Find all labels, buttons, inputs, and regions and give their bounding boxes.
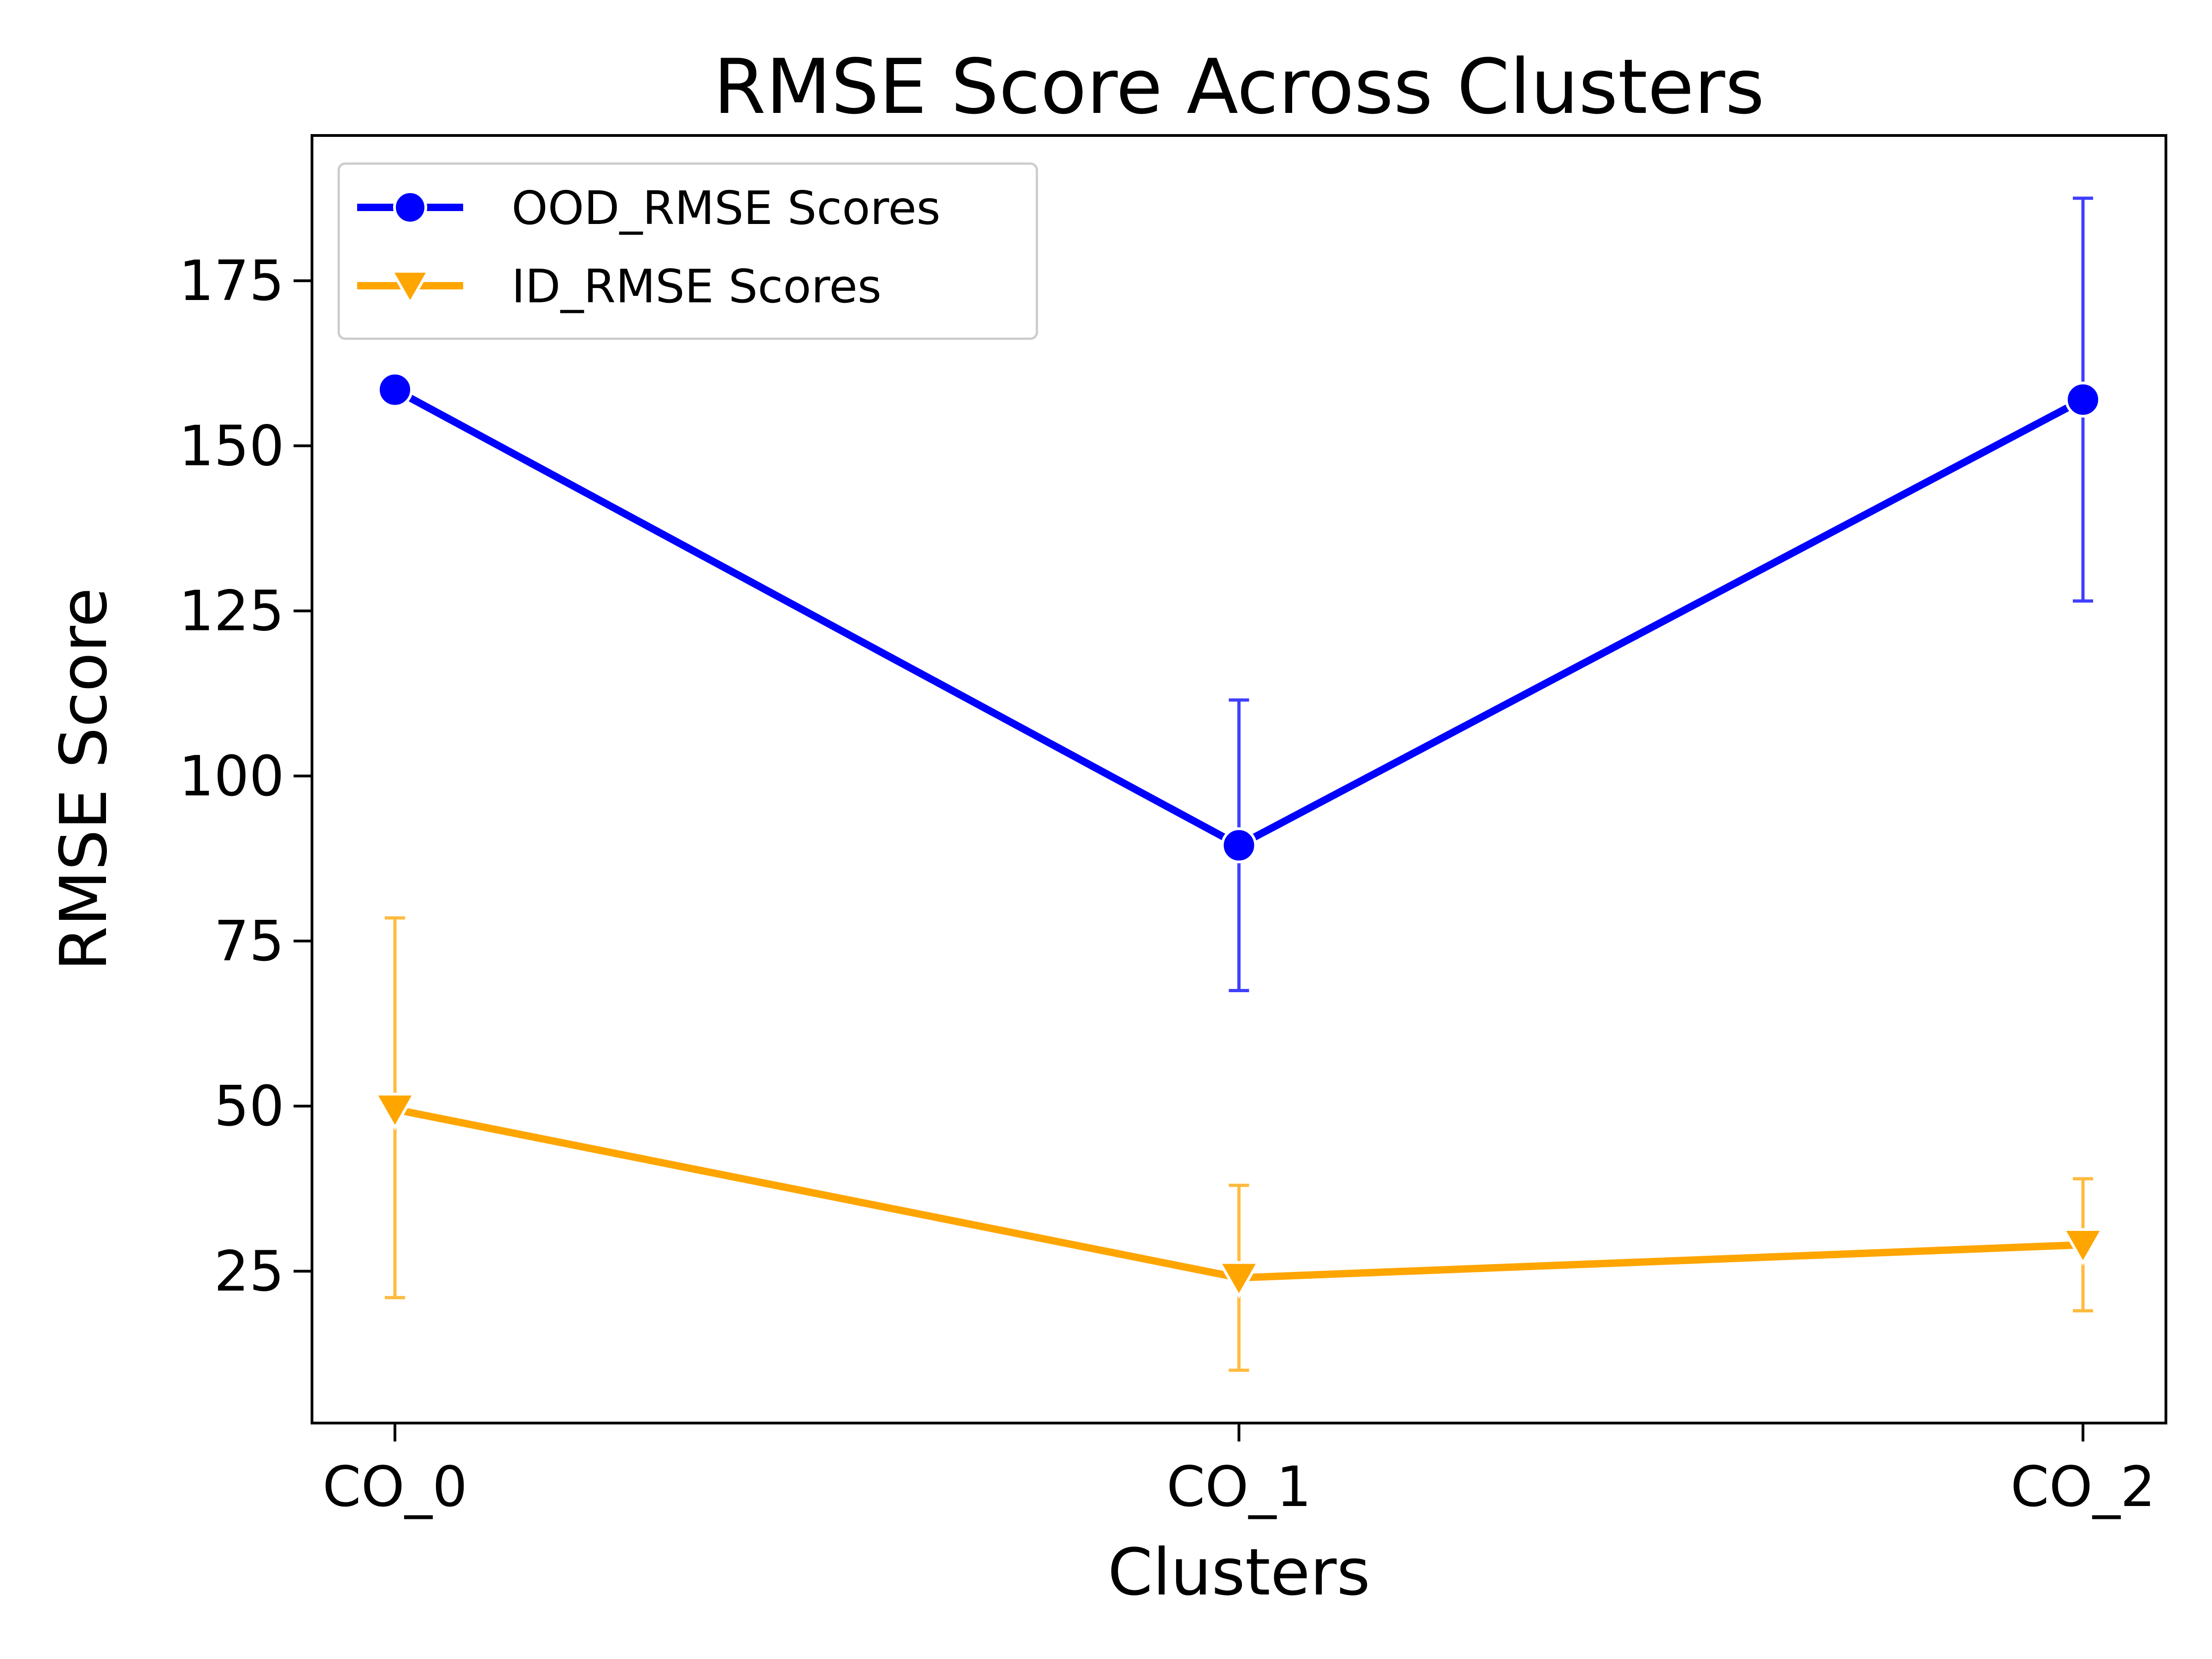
legend: OOD_RMSE Scores ID_RMSE Scores (337, 162, 1038, 340)
x-axis: CO_0 CO_1 CO_2 (323, 1423, 2156, 1519)
x-tick-label: CO_0 (323, 1455, 468, 1519)
legend-marker (393, 190, 427, 224)
series-markers (373, 371, 2105, 1299)
data-point (377, 371, 413, 408)
x-tick-label: CO_1 (1166, 1455, 1312, 1519)
y-tick-label: 100 (179, 745, 284, 809)
data-point (2061, 1228, 2105, 1266)
y-axis-label: RMSE Score (47, 588, 122, 971)
y-tick-label: 175 (179, 249, 284, 313)
x-tick-label: CO_2 (2011, 1455, 2156, 1519)
chart-title: RMSE Score Across Clusters (713, 43, 1765, 131)
data-point (373, 1093, 417, 1130)
y-tick-label: 25 (214, 1240, 284, 1304)
y-tick-label: 75 (214, 910, 284, 974)
legend-marker (389, 270, 431, 306)
legend-entry: ID_RMSE Scores (357, 259, 882, 313)
data-point (2065, 382, 2101, 418)
y-tick-label: 125 (179, 580, 284, 644)
y-tick-label: 50 (214, 1075, 284, 1139)
x-axis-label: Clusters (1108, 1535, 1371, 1610)
y-tick-label: 150 (179, 414, 284, 478)
legend-label: ID_RMSE Scores (512, 259, 882, 313)
legend-label: OOD_RMSE Scores (512, 181, 941, 235)
data-point (1221, 827, 1257, 864)
legend-box (337, 162, 1038, 340)
legend-entry: OOD_RMSE Scores (357, 181, 941, 235)
data-point (1217, 1261, 1261, 1299)
y-axis: 25 50 75 100 125 150 175 (179, 249, 312, 1304)
